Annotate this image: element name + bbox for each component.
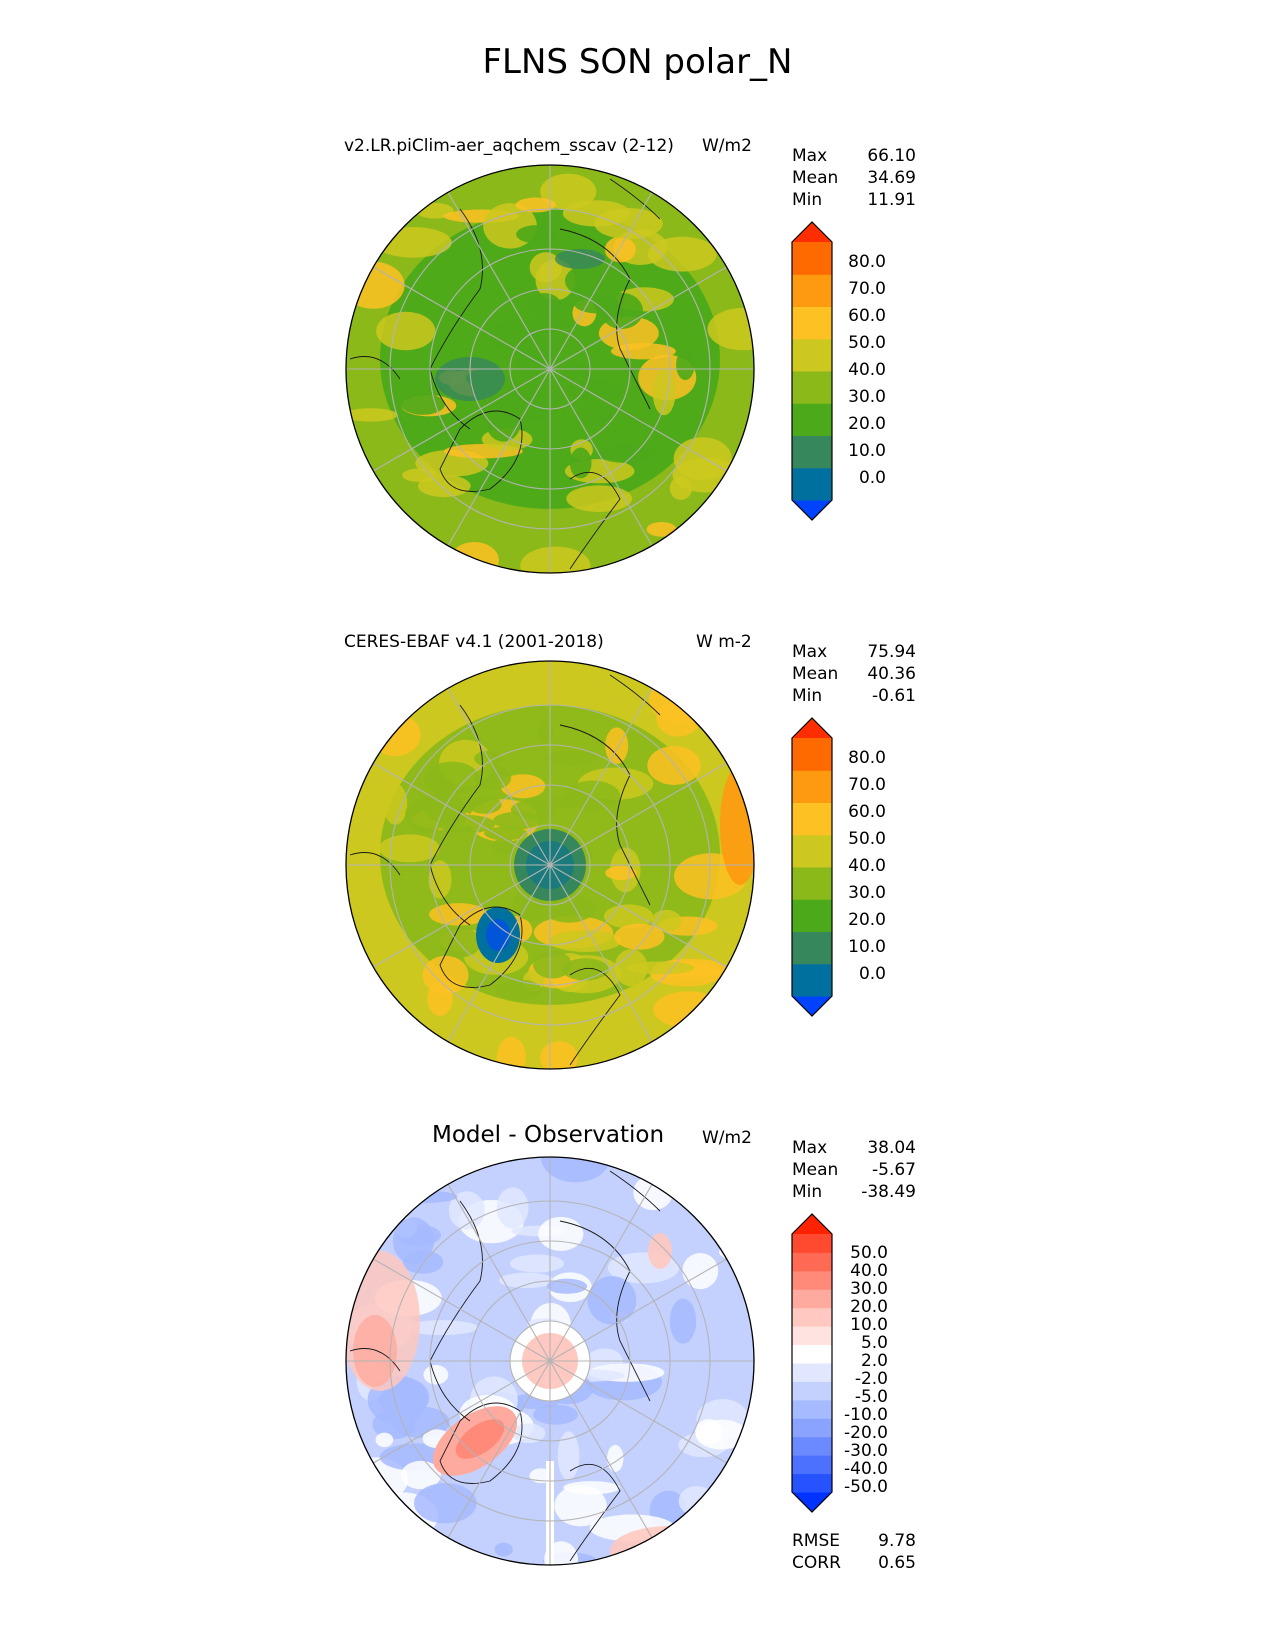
colorbar-tick-label: 20.0 (848, 910, 886, 930)
colorbar-tick-label: -30.0 (844, 1441, 888, 1461)
colorbar-outline (791, 1213, 833, 1513)
polar-map-obs (345, 660, 755, 1070)
colorbar-segment (792, 371, 832, 404)
polar-map-model (345, 164, 755, 574)
panel-title-obs: CERES-EBAF v4.1 (2001-2018) (344, 632, 604, 652)
colorbar-tick-label: 10.0 (850, 1315, 888, 1335)
colorbar-segment (792, 1418, 832, 1438)
colorbar-labels-model: 80.0 70.0 60.0 50.0 40.0 30.0 20.0 10.0 … (836, 252, 886, 488)
colorbar-segment (792, 1455, 832, 1475)
colorbar-tick-label: 40.0 (850, 1261, 888, 1281)
colorbar-labels-diff: 50.0 40.0 30.0 20.0 10.0 5.0 2.0 -2.0 -5… (836, 1243, 888, 1497)
colorbar-tick-label: -5.0 (854, 1387, 888, 1407)
panel-units-diff: W/m2 (702, 1128, 752, 1148)
map-boundary (345, 660, 755, 1070)
colorbar-segment (792, 963, 832, 997)
colorbar-segment (792, 1399, 832, 1419)
map-boundary (345, 1156, 755, 1566)
colorbar-segment (792, 1344, 832, 1364)
colorbar-segment (792, 1363, 832, 1382)
colorbar-tick-label: 2.0 (860, 1351, 888, 1371)
colorbar-tick-label: 30.0 (848, 883, 886, 903)
colorbar-tick-label: 50.0 (850, 1243, 888, 1263)
colorbar-segment (792, 1473, 832, 1493)
colorbar-segment (792, 435, 832, 469)
colorbar-segment (792, 1436, 832, 1456)
colorbar-tick-label: -50.0 (844, 1477, 888, 1497)
colorbar-segment (792, 1234, 832, 1253)
colorbar-segment (792, 802, 832, 836)
colorbar-segment (792, 770, 832, 803)
polar-map-diff (345, 1156, 755, 1566)
colorbar-segment (792, 274, 832, 307)
colorbar-tick-label: 20.0 (848, 414, 886, 434)
colorbar-segment (792, 1307, 832, 1327)
colorbar-outline (791, 221, 833, 521)
colorbar-tick-label: 5.0 (860, 1333, 888, 1353)
colorbar-tick-label: 30.0 (848, 387, 886, 407)
colorbar-labels-obs: 80.0 70.0 60.0 50.0 40.0 30.0 20.0 10.0 … (836, 748, 886, 984)
graticule (346, 165, 754, 573)
footer-stats-diff: RMSE 9.78 CORR 0.65 (792, 1531, 916, 1573)
panel-units-obs: W m-2 (696, 632, 752, 652)
colorbar-tick-label: 30.0 (850, 1279, 888, 1299)
colorbar-segment (792, 738, 832, 771)
colorbar-outline (791, 717, 833, 1017)
coastlines (349, 1170, 661, 1562)
graticule (346, 1157, 754, 1565)
colorbar-tick-label: 0.0 (858, 964, 886, 984)
colorbar-tick-label: 50.0 (848, 333, 886, 353)
panel-title-diff: Model - Observation (432, 1122, 665, 1148)
stats-box-model: Max 66.10 Mean 34.69 Min 11.91 (792, 146, 916, 210)
colorbar-segment (792, 899, 832, 932)
colorbar-segment (792, 403, 832, 436)
figure-title: FLNS SON polar_N (482, 42, 793, 82)
colorbar-segment (792, 1252, 832, 1272)
colorbar-tick-label: -40.0 (844, 1459, 888, 1479)
colorbar-obs (791, 717, 833, 1017)
colorbar-tick-label: 60.0 (848, 306, 886, 326)
colorbar-tick-label: 80.0 (848, 748, 886, 768)
colorbar-segment (792, 867, 832, 900)
colorbar-segment (792, 834, 832, 868)
colorbar-extend-max (792, 718, 832, 738)
stats-box-diff: Max 38.04 Mean -5.67 Min -38.49 (792, 1138, 916, 1202)
map-boundary (345, 164, 755, 574)
colorbar-segment (792, 931, 832, 965)
panel-units-model: W/m2 (702, 136, 752, 156)
colorbar-segment (792, 338, 832, 372)
colorbar-segment (792, 242, 832, 275)
colorbar-segment (792, 1326, 832, 1346)
stats-box-obs: Max 75.94 Mean 40.36 Min -0.61 (792, 642, 916, 706)
colorbar-extend-min (792, 1492, 832, 1512)
graticule (346, 661, 754, 1069)
colorbar-segment (792, 467, 832, 501)
colorbar-tick-label: 0.0 (858, 468, 886, 488)
colorbar-segment (792, 1381, 832, 1401)
colorbar-tick-label: 80.0 (848, 252, 886, 272)
colorbar-tick-label: 40.0 (848, 856, 886, 876)
colorbar-tick-label: 50.0 (848, 829, 886, 849)
colorbar-tick-label: 70.0 (848, 775, 886, 795)
colorbar-tick-label: 70.0 (848, 279, 886, 299)
colorbar-tick-label: 60.0 (848, 802, 886, 822)
colorbar-segment (792, 1289, 832, 1309)
colorbar-tick-label: 10.0 (848, 937, 886, 957)
colorbar-tick-label: -2.0 (854, 1369, 888, 1389)
colorbar-tick-label: -20.0 (844, 1423, 888, 1443)
colorbar-extend-min (792, 500, 832, 520)
colorbar-model (791, 221, 833, 521)
colorbar-extend-max (792, 1214, 832, 1234)
colorbar-diff (791, 1213, 833, 1513)
colorbar-extend-min (792, 996, 832, 1016)
colorbar-segment (792, 306, 832, 340)
panel-title-model: v2.LR.piClim-aer_aqchem_sscav (2-12) (344, 136, 674, 156)
colorbar-tick-label: -10.0 (844, 1405, 888, 1425)
colorbar-tick-label: 20.0 (850, 1297, 888, 1317)
colorbar-tick-label: 10.0 (848, 441, 886, 461)
colorbar-tick-label: 40.0 (848, 360, 886, 380)
colorbar-extend-max (792, 222, 832, 242)
colorbar-segment (792, 1270, 832, 1290)
